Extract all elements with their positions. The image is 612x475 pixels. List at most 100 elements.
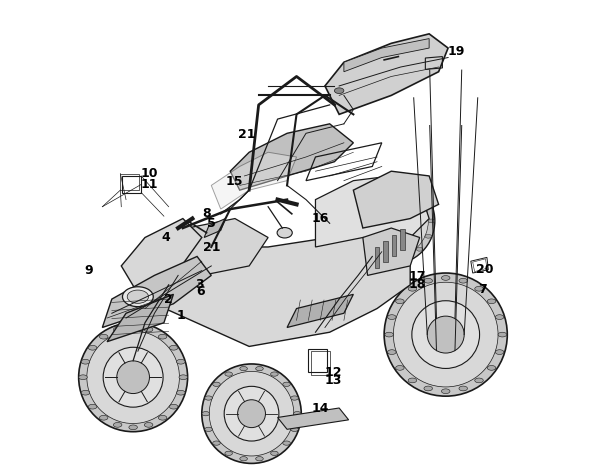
Ellipse shape bbox=[213, 382, 220, 386]
Circle shape bbox=[394, 282, 498, 387]
Ellipse shape bbox=[205, 427, 212, 431]
Ellipse shape bbox=[127, 290, 149, 304]
Text: 2: 2 bbox=[164, 293, 173, 305]
Ellipse shape bbox=[291, 427, 298, 431]
Polygon shape bbox=[315, 176, 429, 247]
Circle shape bbox=[354, 184, 428, 258]
Polygon shape bbox=[204, 218, 225, 238]
Ellipse shape bbox=[385, 332, 394, 337]
Ellipse shape bbox=[176, 360, 185, 364]
Ellipse shape bbox=[240, 367, 247, 371]
Ellipse shape bbox=[144, 422, 153, 427]
Ellipse shape bbox=[170, 404, 178, 409]
Ellipse shape bbox=[416, 247, 423, 251]
Ellipse shape bbox=[403, 256, 410, 260]
Ellipse shape bbox=[79, 375, 88, 380]
Ellipse shape bbox=[459, 278, 468, 283]
Text: 1: 1 bbox=[176, 309, 185, 322]
Ellipse shape bbox=[213, 441, 220, 445]
Ellipse shape bbox=[348, 219, 354, 223]
Text: 20: 20 bbox=[476, 263, 494, 276]
Ellipse shape bbox=[256, 367, 263, 371]
Ellipse shape bbox=[387, 315, 396, 320]
Ellipse shape bbox=[425, 204, 431, 208]
Ellipse shape bbox=[81, 360, 90, 364]
Ellipse shape bbox=[441, 389, 450, 394]
Ellipse shape bbox=[225, 372, 233, 376]
Text: 11: 11 bbox=[141, 178, 159, 191]
Ellipse shape bbox=[179, 375, 187, 380]
Polygon shape bbox=[383, 241, 388, 262]
Polygon shape bbox=[287, 294, 353, 327]
Polygon shape bbox=[211, 152, 297, 209]
Ellipse shape bbox=[351, 204, 357, 208]
Polygon shape bbox=[102, 256, 211, 327]
Text: 21: 21 bbox=[203, 241, 220, 255]
Circle shape bbox=[202, 364, 301, 464]
Ellipse shape bbox=[475, 378, 483, 383]
Text: 18: 18 bbox=[409, 278, 426, 291]
Ellipse shape bbox=[291, 396, 298, 400]
Polygon shape bbox=[107, 294, 173, 342]
Circle shape bbox=[237, 400, 266, 428]
Ellipse shape bbox=[360, 190, 366, 194]
Ellipse shape bbox=[373, 256, 379, 260]
Polygon shape bbox=[353, 171, 439, 228]
Polygon shape bbox=[230, 124, 353, 190]
Ellipse shape bbox=[403, 182, 410, 186]
Text: 10: 10 bbox=[141, 167, 159, 180]
Ellipse shape bbox=[88, 404, 97, 409]
Ellipse shape bbox=[387, 350, 396, 354]
Ellipse shape bbox=[202, 411, 209, 416]
Circle shape bbox=[87, 331, 179, 424]
Ellipse shape bbox=[388, 179, 395, 183]
Text: 5: 5 bbox=[207, 217, 215, 230]
Text: 13: 13 bbox=[325, 374, 342, 387]
Ellipse shape bbox=[283, 441, 290, 445]
Polygon shape bbox=[363, 228, 420, 276]
Polygon shape bbox=[392, 235, 397, 256]
Ellipse shape bbox=[144, 327, 153, 332]
Text: 19: 19 bbox=[448, 45, 465, 58]
Ellipse shape bbox=[487, 366, 496, 370]
Polygon shape bbox=[121, 218, 202, 290]
Ellipse shape bbox=[81, 390, 90, 395]
Circle shape bbox=[379, 209, 403, 233]
Ellipse shape bbox=[428, 219, 435, 223]
Text: 15: 15 bbox=[225, 175, 243, 188]
Ellipse shape bbox=[408, 286, 417, 291]
Ellipse shape bbox=[416, 190, 423, 194]
Circle shape bbox=[224, 386, 279, 441]
Ellipse shape bbox=[424, 386, 433, 391]
Ellipse shape bbox=[475, 286, 483, 291]
Ellipse shape bbox=[256, 456, 263, 461]
Ellipse shape bbox=[495, 315, 504, 320]
Ellipse shape bbox=[283, 382, 290, 386]
Ellipse shape bbox=[159, 415, 167, 420]
Text: 17: 17 bbox=[409, 270, 426, 283]
Circle shape bbox=[427, 316, 464, 353]
Ellipse shape bbox=[159, 334, 167, 339]
Text: 6: 6 bbox=[196, 285, 205, 298]
Polygon shape bbox=[400, 228, 405, 250]
Ellipse shape bbox=[176, 390, 185, 395]
Circle shape bbox=[117, 361, 149, 394]
Text: 16: 16 bbox=[312, 212, 329, 225]
Ellipse shape bbox=[271, 372, 278, 376]
Ellipse shape bbox=[459, 386, 468, 391]
Circle shape bbox=[368, 198, 414, 244]
Text: 8: 8 bbox=[202, 207, 211, 220]
Polygon shape bbox=[278, 408, 349, 429]
Ellipse shape bbox=[88, 345, 97, 350]
Polygon shape bbox=[145, 218, 268, 294]
Polygon shape bbox=[344, 38, 429, 72]
Ellipse shape bbox=[373, 182, 379, 186]
Ellipse shape bbox=[225, 451, 233, 456]
Ellipse shape bbox=[388, 259, 395, 263]
Ellipse shape bbox=[113, 422, 122, 427]
Polygon shape bbox=[375, 247, 379, 268]
Circle shape bbox=[348, 177, 435, 265]
Ellipse shape bbox=[334, 88, 344, 94]
Ellipse shape bbox=[424, 278, 433, 283]
Ellipse shape bbox=[99, 415, 108, 420]
